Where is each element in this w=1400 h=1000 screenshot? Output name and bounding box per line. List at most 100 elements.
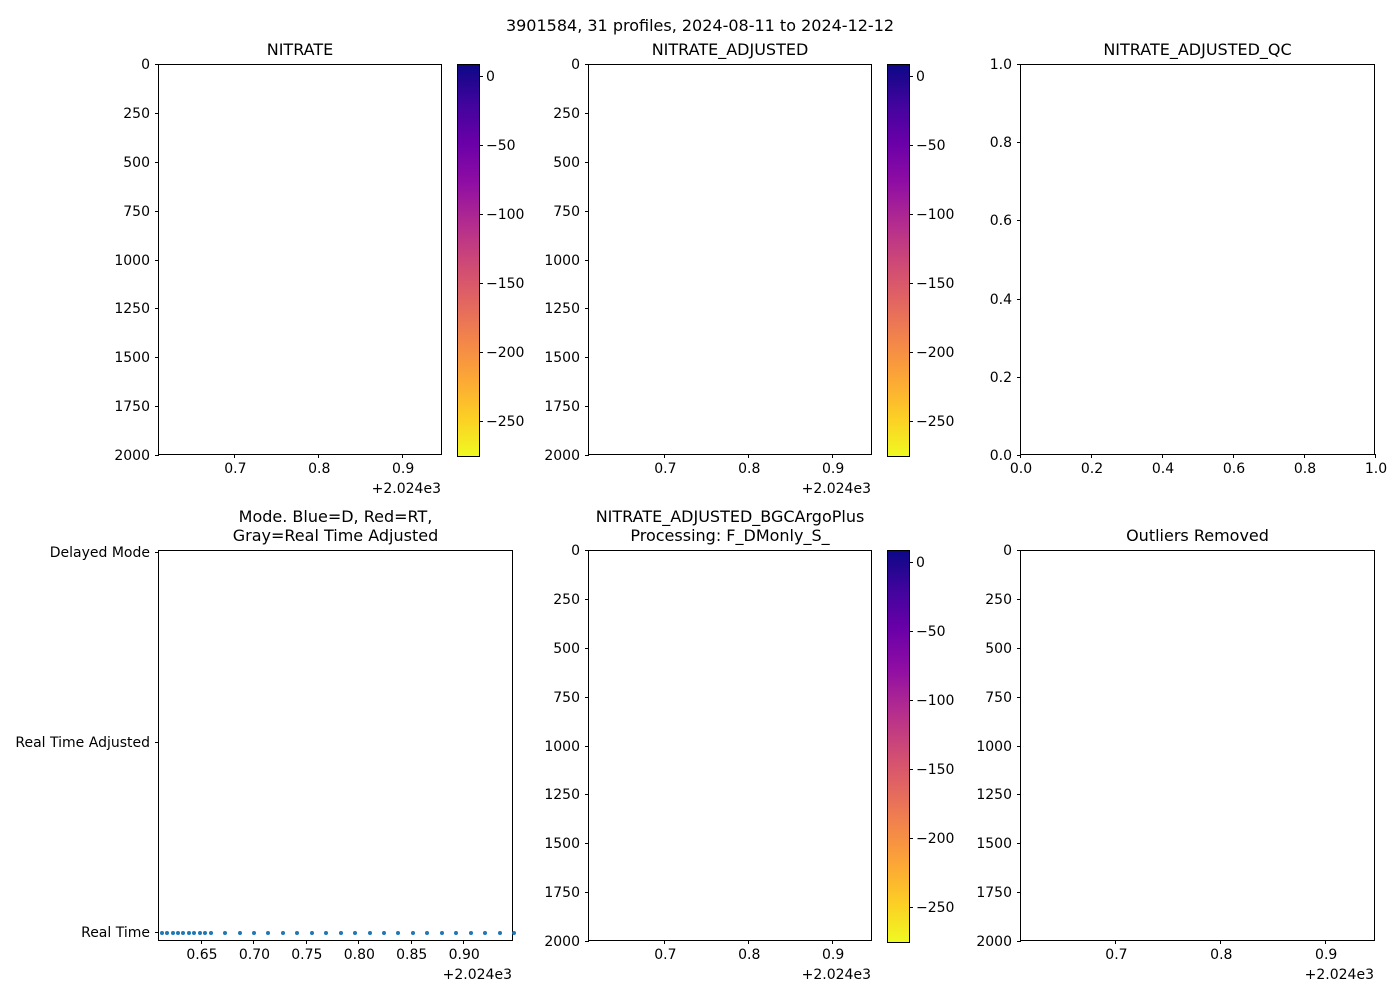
x-tick-mark (748, 940, 750, 944)
x-tick-label: 0.7 (1105, 947, 1128, 963)
y-tick-mark (155, 64, 159, 65)
x-tick-label: 0.0 (1009, 461, 1033, 477)
profile-dot (512, 930, 516, 935)
y-tick-mark (155, 161, 159, 163)
profile-dot (468, 930, 473, 935)
y-tick-mark (1017, 794, 1021, 796)
colorbar-tick-mark (909, 282, 913, 284)
profile-dot (410, 930, 415, 935)
colorbar-tick-label: −100 (916, 207, 955, 224)
y-tick-mark (1017, 892, 1021, 894)
y-tick-mark (155, 551, 159, 553)
y-tick-mark (1017, 220, 1021, 222)
y-tick-label: 1750 (114, 399, 150, 416)
colorbar-tick-label: −250 (916, 413, 955, 430)
y-tick-mark (1017, 550, 1021, 551)
y-tick-label: 750 (985, 689, 1012, 706)
y-tick-mark (585, 941, 589, 942)
y-tick-label: 250 (123, 105, 150, 122)
y-tick-mark (155, 112, 159, 114)
y-tick-label: 1250 (976, 787, 1012, 804)
x-tick-label: 0.8 (1210, 947, 1233, 963)
x-tick-mark (402, 454, 404, 458)
y-tick-mark (585, 843, 589, 845)
y-tick-mark (585, 550, 589, 551)
x-tick-label: 0.8 (308, 461, 331, 477)
y-tick-label: 1500 (114, 350, 150, 367)
y-tick-mark (1017, 598, 1021, 600)
x-tick-label: 0.4 (1151, 461, 1175, 477)
y-tick-mark (155, 357, 159, 359)
x-tick-label: 0.2 (1080, 461, 1104, 477)
y-tick-label: 2000 (976, 934, 1012, 950)
profile-dot (266, 930, 271, 935)
colorbar: 0 −50 −100 −150 −200 −250 (457, 64, 524, 457)
x-tick-mark (358, 940, 360, 944)
x-tick-mark (234, 454, 236, 458)
y-tick-label: 1500 (976, 836, 1012, 853)
y-tick-label: 1000 (114, 252, 150, 269)
x-tick-mark (200, 940, 202, 944)
x-axis-offset-label: +2.024e3 (801, 481, 871, 497)
profile-dot (192, 930, 197, 935)
profile-dot (181, 930, 186, 935)
x-tick-label: 0.8 (738, 461, 761, 477)
x-tick-mark (664, 940, 666, 944)
y-tick-label: 750 (553, 689, 580, 706)
profile-dot (165, 930, 170, 935)
y-tick-mark (585, 696, 589, 698)
colorbar-tick-mark (479, 420, 483, 422)
x-tick-label: 1.0 (1364, 461, 1388, 477)
x-tick-mark (1233, 454, 1234, 458)
y-tick-mark (585, 161, 589, 163)
x-tick-mark (1325, 940, 1327, 944)
profile-dot (425, 930, 430, 935)
y-tick-mark (585, 64, 589, 65)
profile-dot (497, 930, 502, 935)
y-tick-label: 1000 (544, 252, 580, 269)
subplot-title: Outliers Removed (1126, 526, 1269, 545)
y-tick-label: 500 (553, 154, 580, 171)
colorbar-tick-label: −50 (916, 624, 946, 641)
y-tick-label: 500 (985, 640, 1012, 657)
y-tick-mark (155, 406, 159, 408)
x-tick-label: 0.7 (224, 461, 247, 477)
x-tick-mark (1020, 454, 1021, 458)
colorbar-tick-mark (909, 76, 913, 78)
y-tick-label: 0 (1003, 543, 1012, 559)
profile-dot (338, 930, 343, 935)
x-axis-offset-label: +2.024e3 (1304, 967, 1374, 983)
y-tick-mark (585, 357, 589, 359)
x-tick-mark (1115, 940, 1117, 944)
colorbar-tick-label: −150 (916, 761, 955, 778)
profile-dot (252, 930, 257, 935)
x-tick-label: 0.65 (186, 947, 218, 963)
x-tick-label: 0.6 (1222, 461, 1246, 477)
y-tick-label: 750 (553, 203, 580, 220)
profile-dot (186, 930, 191, 935)
y-tick-label: Delayed Mode (49, 544, 150, 561)
y-tick-mark (585, 598, 589, 600)
x-tick-label: 0.75 (291, 947, 323, 963)
y-tick-mark (585, 892, 589, 894)
y-tick-mark (155, 210, 159, 212)
subplot-outliers-removed: Outliers Removed +2.024e3 0.7 0.8 0.9 0 250 5… (976, 526, 1375, 983)
x-axis-offset-label: +2.024e3 (442, 967, 512, 983)
subplot-title: NITRATE_ADJUSTED (651, 40, 809, 59)
x-tick-mark (410, 940, 412, 944)
colorbar-tick-label: −150 (486, 275, 525, 292)
profile-dot (223, 930, 228, 935)
colorbar-tick-mark (479, 282, 483, 284)
x-tick-mark (748, 454, 750, 458)
profile-dot (324, 930, 329, 935)
subplot-nitrate-adjusted-bgcargoplus: NITRATE_ADJUSTED_BGCArgoPlus Processing:… (544, 507, 954, 983)
y-tick-mark (585, 308, 589, 310)
x-tick-label: 0.85 (396, 947, 428, 963)
subplot-title: NITRATE_ADJUSTED_BGCArgoPlus Processing:… (595, 507, 865, 545)
subplot-mode: Mode. Blue=D, Red=RT, Gray=Real Time Adj… (15, 507, 516, 983)
profile-dot (295, 930, 300, 935)
y-tick-mark (155, 741, 159, 743)
plot-area: +2.024e3 0.7 0.8 0.9 0 250 500 750 1000 1250 1500… (544, 543, 872, 983)
y-tick-mark (1017, 647, 1021, 649)
